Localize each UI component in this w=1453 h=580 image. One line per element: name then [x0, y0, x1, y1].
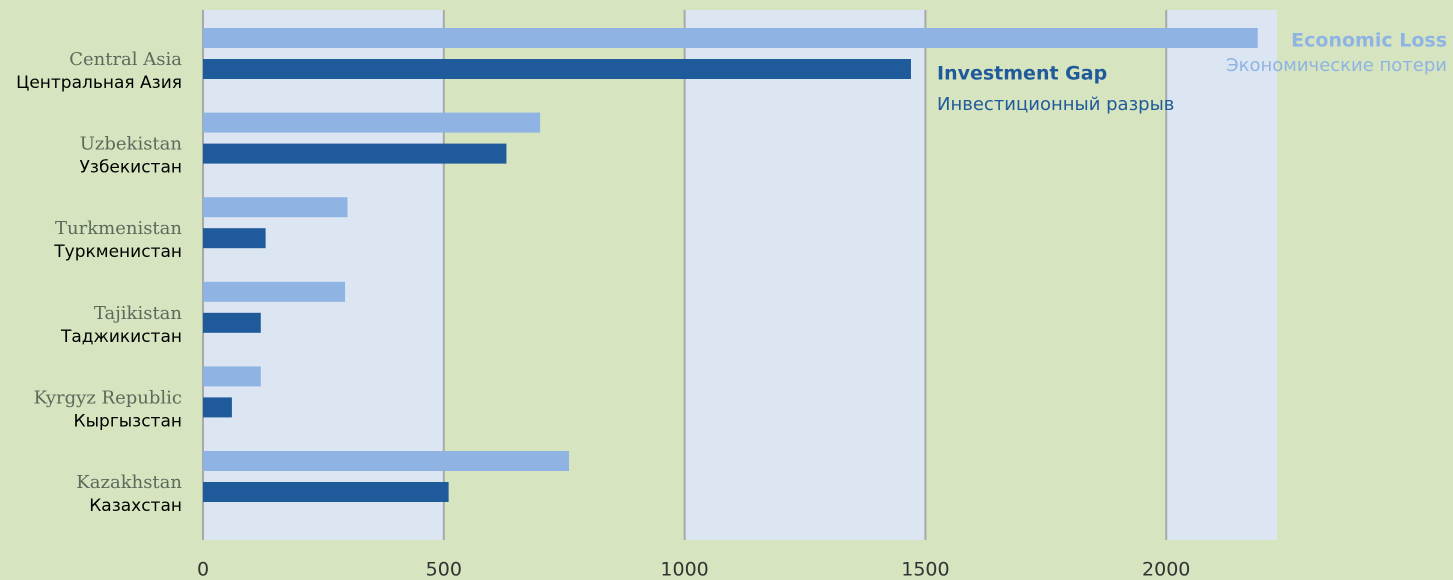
- category-label-ru: Казахстан: [89, 496, 182, 516]
- category-label-ru: Узбекистан: [80, 158, 182, 178]
- legend-label-ru: Экономические потери: [1226, 55, 1447, 76]
- legend-label: Investment Gap: [937, 63, 1107, 85]
- bar: [203, 366, 261, 387]
- category-label-ru: Кыргызстан: [74, 411, 182, 431]
- panel: [684, 10, 926, 540]
- x-tick-label: 1000: [660, 559, 708, 580]
- bar: [203, 281, 346, 302]
- bar: [203, 451, 570, 471]
- category-label-ru: Таджикистан: [60, 327, 182, 347]
- category-label: Kyrgyz Republic: [34, 387, 182, 408]
- category-label: Central Asia: [69, 49, 182, 70]
- bar: [203, 59, 911, 79]
- bar: [203, 28, 1258, 48]
- category-label-ru: Центральная Азия: [16, 73, 182, 93]
- category-label: Uzbekistan: [80, 134, 183, 155]
- x-tick-label: 0: [197, 559, 209, 580]
- bar: [203, 197, 348, 218]
- x-tick-label: 500: [426, 559, 462, 580]
- legend-label-ru: Инвестиционный разрыв: [937, 94, 1174, 115]
- legend-label: Economic Loss: [1291, 30, 1447, 52]
- category-label: Kazakhstan: [76, 472, 182, 493]
- bar: [203, 312, 261, 333]
- bar: [203, 228, 266, 249]
- x-tick-label: 1500: [901, 559, 949, 580]
- bar: [203, 112, 541, 133]
- category-label: Tajikistan: [94, 303, 183, 324]
- bar: [203, 397, 232, 418]
- panel: [1166, 10, 1277, 540]
- category-label: Turkmenistan: [55, 218, 182, 239]
- x-tick-label: 2000: [1142, 559, 1190, 580]
- bar: [203, 143, 507, 164]
- category-label-ru: Туркменистан: [53, 242, 182, 262]
- bar: [203, 482, 449, 502]
